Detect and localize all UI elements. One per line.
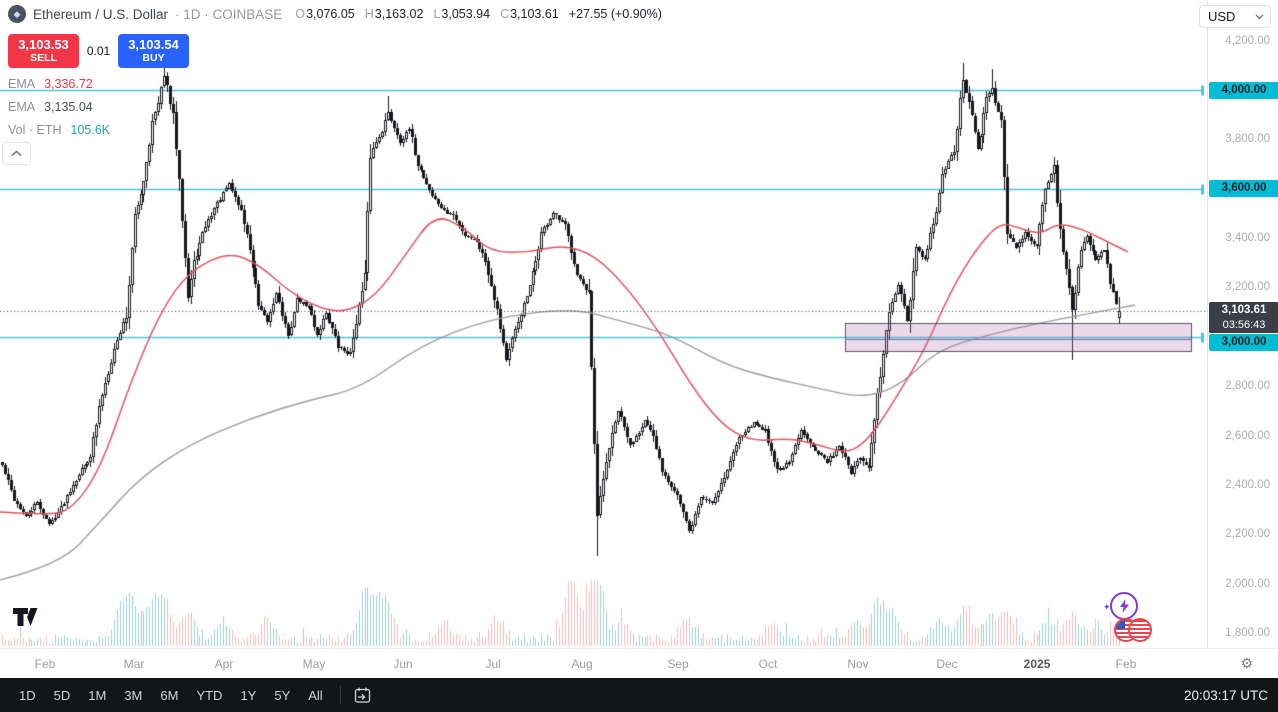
high-label: H xyxy=(364,7,374,21)
time-tick: Sep xyxy=(667,657,689,671)
time-tick: Apr xyxy=(214,657,234,671)
close-label: C xyxy=(500,7,510,21)
range-buttons: 1D 5D 1M 3M 6M YTD 1Y 5Y All xyxy=(10,685,332,706)
bar-countdown: 03:56:43 xyxy=(1222,319,1266,332)
time-tick: Feb xyxy=(34,657,56,671)
price-tick: 3,400.00 xyxy=(1225,232,1270,245)
range-button-5d[interactable]: 5D xyxy=(53,687,71,703)
price-line-label[interactable]: 3,000.00 xyxy=(1209,334,1278,352)
open-value: 3,076.05 xyxy=(306,7,355,21)
symbol-title[interactable]: Ethereum / U.S. Dollar xyxy=(33,6,169,22)
chevron-down-icon xyxy=(1255,14,1264,19)
time-tick: Aug xyxy=(571,657,593,671)
close-value: 3,103.61 xyxy=(510,7,559,21)
open-label: O xyxy=(295,7,306,21)
indicator-row[interactable]: EMA 3,336.72 xyxy=(8,72,110,95)
toolbar-divider xyxy=(339,686,341,704)
range-button-ytd[interactable]: YTD xyxy=(196,687,223,703)
order-panel: 3,103.53 SELL 0.01 3,103.54 BUY xyxy=(8,34,189,68)
range-button-all[interactable]: All xyxy=(308,687,323,703)
bottom-toolbar: 1D 5D 1M 3M 6M YTD 1Y 5Y All 20:03:17 UTC xyxy=(0,678,1278,712)
time-tick: Oct xyxy=(758,657,778,671)
low-label: L xyxy=(433,7,441,21)
currency-value: USD xyxy=(1208,9,1236,24)
price-tick: 2,600.00 xyxy=(1225,429,1270,442)
price-tick: 3,800.00 xyxy=(1225,133,1270,146)
calendar-go-to-date-icon xyxy=(354,687,370,703)
time-tick: Jun xyxy=(393,657,413,671)
range-button-3m[interactable]: 3M xyxy=(124,687,143,703)
indicator-value: 3,336.72 xyxy=(44,76,93,91)
time-tick: May xyxy=(302,657,326,671)
time-tick: Jul xyxy=(485,657,501,671)
price-line-label[interactable]: 3,600.00 xyxy=(1209,180,1278,198)
last-price-label: 3,103.61 03:56:43 xyxy=(1209,302,1278,334)
price-tick: 1,800.00 xyxy=(1225,627,1270,639)
buy-button[interactable]: 3,103.54 BUY xyxy=(118,34,189,68)
range-button-1m[interactable]: 1M xyxy=(88,687,107,703)
symbol-bar: ◆ Ethereum / U.S. Dollar · 1D · COINBASE… xyxy=(8,5,662,23)
symbol-meta[interactable]: · 1D · COINBASE xyxy=(175,6,283,22)
indicator-value: 3,135.04 xyxy=(44,99,93,114)
currency-selector[interactable]: USD xyxy=(1199,5,1271,28)
price-line-label[interactable]: 4,000.00 xyxy=(1209,81,1278,99)
price-tick: 3,200.00 xyxy=(1225,281,1270,294)
go-to-date-button[interactable] xyxy=(353,686,372,705)
indicator-label: Vol · ETH xyxy=(8,122,62,137)
gear-icon[interactable]: ⚙ xyxy=(1240,655,1253,671)
low-value: 3,053.94 xyxy=(441,7,491,21)
change-value: +27.55 (+0.90%) xyxy=(568,7,662,21)
price-tick: 2,800.00 xyxy=(1225,380,1270,393)
lightning-badge-icon[interactable] xyxy=(1103,592,1138,620)
last-price-value: 3,103.61 xyxy=(1221,304,1267,317)
time-tick: Nov xyxy=(847,657,869,671)
time-axis[interactable]: ⚙ Feb Mar Apr May Jun Jul Aug Sep Oct Nov Dec 2025 F… xyxy=(0,648,1278,679)
price-tick: 4,200.00 xyxy=(1225,34,1270,47)
flag-icon xyxy=(1128,618,1152,642)
time-tick: Dec xyxy=(936,657,958,671)
time-tick: Feb xyxy=(1115,657,1137,671)
range-button-6m[interactable]: 6M xyxy=(160,687,179,703)
indicator-row[interactable]: EMA 3,135.04 xyxy=(8,95,110,118)
price-tick: 2,400.00 xyxy=(1225,478,1270,491)
spread-value: 0.01 xyxy=(86,44,111,58)
price-tick: 2,200.00 xyxy=(1225,528,1270,541)
eth-logo-icon: ◆ xyxy=(8,5,26,23)
indicator-label: EMA xyxy=(8,99,36,114)
chart-badges xyxy=(1103,590,1166,648)
indicator-label: EMA xyxy=(8,76,36,91)
range-button-1y[interactable]: 1Y xyxy=(240,687,257,703)
indicator-value: 105.6K xyxy=(70,122,111,137)
sell-label: SELL xyxy=(30,52,57,64)
time-tick: 2025 xyxy=(1023,657,1051,671)
range-button-5y[interactable]: 5Y xyxy=(274,687,291,703)
range-button-1d[interactable]: 1D xyxy=(19,687,36,703)
indicator-row[interactable]: Vol · ETH 105.6K xyxy=(8,118,110,141)
sell-price: 3,103.53 xyxy=(18,37,69,52)
high-value: 3,163.02 xyxy=(374,7,424,21)
time-tick: Mar xyxy=(123,657,145,671)
ohlc-values: O3,076.05 H3,163.02 L3,053.94 C3,103.61 … xyxy=(295,7,662,21)
sell-button[interactable]: 3,103.53 SELL xyxy=(8,34,79,68)
price-tick: 2,000.00 xyxy=(1225,577,1270,590)
us-flag-events-icon[interactable] xyxy=(1114,618,1160,642)
tradingview-logo[interactable] xyxy=(13,606,43,633)
price-scale[interactable]: 4,200.00 3,800.00 3,400.00 3,200.00 2,800.00… xyxy=(1207,0,1278,648)
utc-clock: 20:03:17 UTC xyxy=(1183,687,1268,703)
indicator-legend: EMA 3,336.72 EMA 3,135.04 Vol · ETH 105.6K xyxy=(8,72,110,141)
buy-price: 3,103.54 xyxy=(128,37,179,52)
buy-label: BUY xyxy=(142,52,165,64)
